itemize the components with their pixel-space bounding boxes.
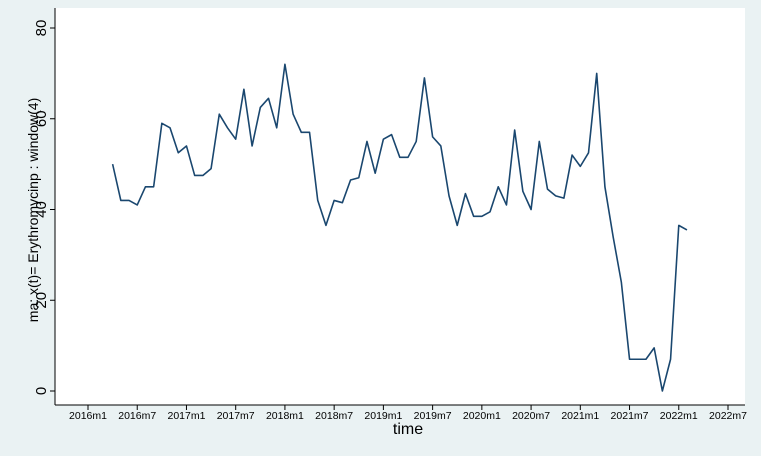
series-line bbox=[111, 63, 688, 392]
x-tick-label: 2020m7 bbox=[512, 410, 550, 422]
x-tick-label: 2021m1 bbox=[561, 410, 599, 422]
y-tick-label: 60 bbox=[33, 110, 50, 127]
x-tick-label: 2019m7 bbox=[414, 410, 452, 422]
x-tick-label: 2018m1 bbox=[266, 410, 304, 422]
y-axis-title: ma: x(t)= Erythromycinp : window(4) bbox=[25, 98, 41, 322]
y-tick-label: 20 bbox=[33, 292, 50, 309]
x-tick-label: 2022m7 bbox=[709, 410, 747, 422]
y-tick-label: 0 bbox=[33, 387, 50, 395]
x-tick-label: 2016m1 bbox=[69, 410, 107, 422]
x-tick-label: 2018m7 bbox=[315, 410, 353, 422]
x-tick-label: 2020m1 bbox=[463, 410, 501, 422]
x-tick-label: 2019m1 bbox=[364, 410, 402, 422]
plot-area bbox=[55, 8, 745, 405]
x-tick-label: 2022m1 bbox=[660, 410, 698, 422]
y-tick-label: 40 bbox=[33, 201, 50, 218]
x-tick-label: 2017m7 bbox=[217, 410, 255, 422]
x-tick-label: 2016m7 bbox=[118, 410, 156, 422]
x-tick-label: 2021m7 bbox=[611, 410, 649, 422]
x-tick-label: 2017m1 bbox=[167, 410, 205, 422]
y-tick-label: 80 bbox=[33, 20, 50, 37]
x-axis-title: time bbox=[393, 421, 423, 438]
